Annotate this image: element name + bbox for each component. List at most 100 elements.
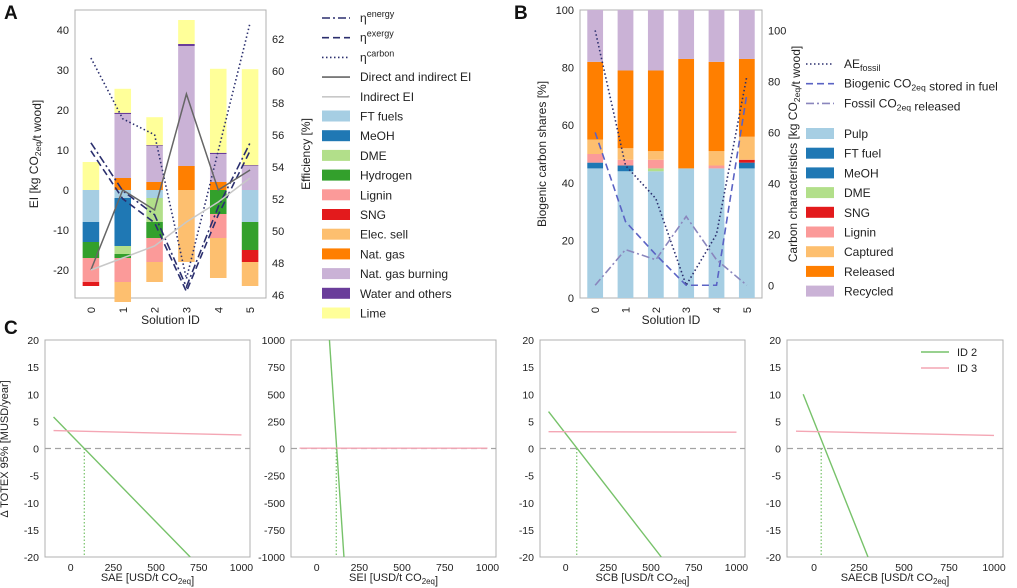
y2-tick-label: 46 [272,290,284,302]
bar-hydrogen-0 [82,242,100,258]
y-tick-label: -20 [24,552,39,564]
y-tick-label: 100 [556,5,574,17]
x-tick-label: 5 [245,307,257,313]
bar-elec-sell-2 [146,262,163,282]
bar-lignin-1 [114,258,132,282]
x-tick-label: 2 [651,307,663,313]
y-tick-label: 0 [568,293,574,305]
bar-lignin-2 [647,159,664,169]
y-tick-label: -10 [766,498,781,510]
bar-ft-fuel-5 [738,162,755,169]
bar-released-0 [587,61,604,140]
legend-label: SNG [360,208,386,222]
x-tick-label: 1 [621,307,633,313]
legend-label: AEfossil [844,57,881,73]
x-tick-label: 250 [600,562,618,574]
y-tick-label: -750 [264,525,285,537]
x-tick-label: 750 [685,562,703,574]
y2-tick-label: 48 [272,258,284,270]
bar-captured-4 [708,151,725,166]
series-id-2 [802,393,869,557]
y-tick-label: 10 [27,389,39,401]
bar-lignin-1 [617,159,634,166]
y-axis-label: EI [kg CO2eq/t wood] [27,100,44,208]
bar-sng-5 [241,250,259,262]
series-id-3 [548,430,737,433]
series-id-3 [795,430,995,437]
bar-ft-fuels-0 [82,190,100,222]
y-tick-label: 40 [57,25,69,37]
legend-label: Released [844,265,895,279]
bar-elec-sell-4 [209,238,227,278]
bar-lignin-2 [146,238,163,262]
x-tick-label: 0 [86,307,98,313]
bar-lignin-0 [587,154,604,163]
y-axis-label: Biogenic carbon shares [%] [535,81,549,227]
legend-patch [322,169,350,181]
y-tick-label: -500 [264,498,285,510]
y-tick-label: 20 [522,335,534,347]
bar-recycled-3 [678,10,695,59]
x-tick-label: 750 [190,562,208,574]
bar-dme-1 [114,246,132,254]
y2-tick-label: 20 [768,229,780,241]
bar-recycled-4 [708,10,725,62]
legend-label: Nat. gas burning [360,267,448,281]
series-id-2 [53,416,191,557]
x-tick-label: 0 [811,562,817,574]
y-tick-label: -5 [772,471,781,483]
y-tick-label: 5 [33,416,39,428]
x-tick-label: 1000 [230,562,254,574]
bar-ft-fuels-2 [146,190,163,198]
legend-label: Direct and indirect EI [360,70,471,84]
y-tick-label: 1000 [262,335,286,347]
y-tick-label: -15 [519,525,534,537]
subplot-2: 0 250 500 750 1000 -20 -15 -10 -5 0 5 10 15 20 SCB [US… [519,335,748,587]
y2-tick-label: 60 [272,66,284,78]
series-id-3 [53,429,242,436]
x-tick-label: 3 [681,307,693,313]
bar-nat-gas-3 [178,166,195,190]
y-tick-label: 10 [769,389,781,401]
legend-patch [806,147,834,159]
legend-patch [806,246,834,258]
x-tick-label: 2 [150,307,162,313]
bar-water-and-others-5 [241,165,259,166]
x-tick-label: 750 [940,562,958,574]
y-tick-label: 750 [267,362,285,374]
legend-label: Biogenic CO2eq stored in fuel [844,77,998,94]
y-tick-label: 0 [775,444,781,456]
legend-patch [806,128,834,139]
subplot-1: 0 250 500 750 1000 -1000 -750 -500 -250 0 250 500 75… [258,335,499,587]
legend-patch [806,226,834,238]
x-tick-label: 250 [850,562,868,574]
y-tick-label: 10 [57,145,69,157]
legend-label: ηexergy [360,29,394,45]
line-ae-fossil [594,30,748,288]
bar-released-1 [617,70,634,149]
line-fossil-co-eq-released [594,215,748,286]
x-tick-label: 500 [147,562,165,574]
y-tick-label: 0 [279,444,285,456]
legend-label: ID 2 [957,347,977,359]
y2-tick-label: 56 [272,130,284,142]
legend-label: Elec. sell [360,228,408,242]
bar-recycled-2 [647,10,664,71]
x-tick-label: 500 [393,562,411,574]
y-tick-label: 15 [522,362,534,374]
bar-lime-2 [146,117,163,146]
y2-tick-label: 62 [272,34,284,46]
line-biogenic-co-eq-stored-in-fuel [594,93,748,287]
bar-captured-1 [617,148,634,160]
legend-label: Indirect EI [360,90,414,104]
legend-patch [806,285,834,297]
y-tick-label: 0 [63,185,69,197]
y2-tick-label: 58 [272,98,284,110]
x-tick-label: 0 [314,562,320,574]
legend-label: DME [360,149,387,163]
y-tick-label: 20 [27,335,39,347]
bar-nat-gas-burning-1 [114,114,132,178]
x-tick-label: 250 [105,562,123,574]
legend-label: Fossil CO2eq released [844,96,960,113]
